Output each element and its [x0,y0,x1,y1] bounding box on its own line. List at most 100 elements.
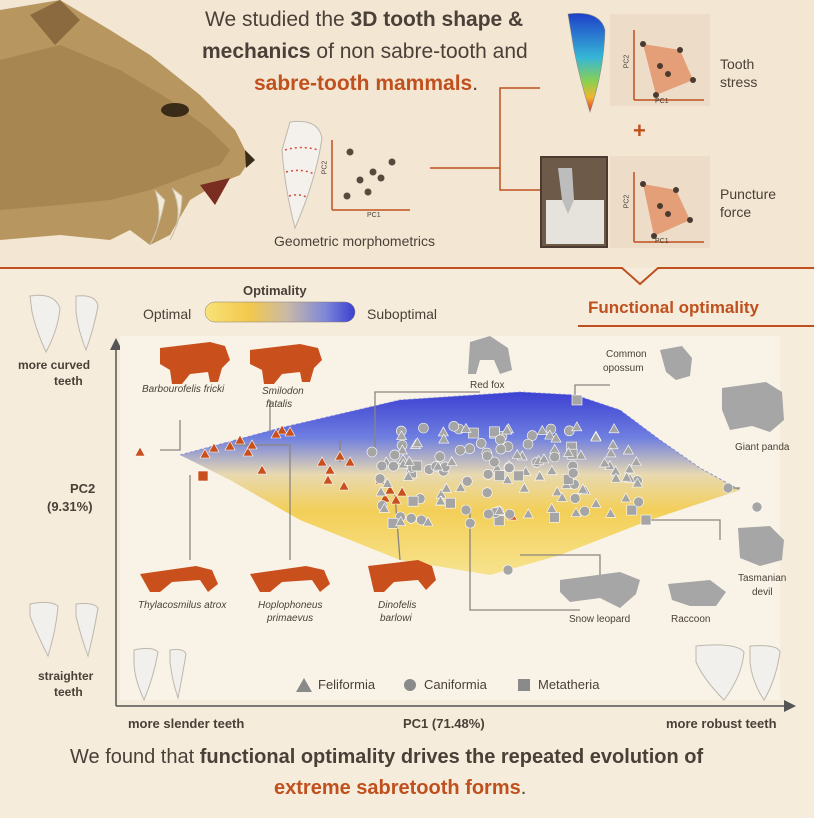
living-point [407,495,419,507]
morphometrics-label: Geometric morphometrics [274,233,436,249]
sabre-point [384,484,396,495]
living-point [599,457,611,468]
plus-sign: + [633,118,646,143]
x-left-label: more slender teeth [128,716,245,731]
living-point [640,514,652,526]
scatter-points [134,394,763,576]
sabre-point [338,480,350,491]
living-point [382,477,394,488]
living-point [633,496,644,508]
optimality-left-label: Optimal [143,306,192,322]
connector-stress [430,87,540,169]
living-point [438,433,450,444]
living-point [605,447,617,458]
morpho-pc1-label: PC1 [367,212,381,219]
living-point [590,431,602,442]
living-point [501,474,514,485]
label-hoplophoneus-2: primaevus [267,613,314,624]
label-snow-leopard: Snow leopard [569,614,631,625]
sabre-point [208,442,220,453]
label-tasmanian-1: Tasmanian [738,573,787,584]
y-axis-percent: (9.31%) [47,499,93,514]
connector-puncture [499,168,540,191]
living-point [464,443,476,454]
label-barbourofelis: Barbourofelis fricki [142,384,225,395]
living-point [620,492,632,503]
optimality-right-label: Suboptimal [367,306,438,322]
x-right-label: more robust teeth [666,716,777,731]
living-point [550,432,562,443]
living-point [511,449,523,459]
living-point [482,469,494,480]
section-title: Functional optimality [588,298,759,317]
sabretooth-silhouettes [140,342,436,592]
living-point [513,470,524,482]
living-point [389,449,401,461]
living-point [366,446,378,458]
living-point [376,460,388,472]
sabretooth-cat-illustration [0,0,255,246]
living-point [751,501,763,513]
living-point [455,481,467,492]
living-point [607,439,619,450]
living-point [448,421,460,432]
living-point [534,470,546,481]
sabre-point [334,450,346,461]
sabre-point [344,456,356,467]
label-dinofelis-1: Dinofelis [378,600,417,611]
label-dinofelis-2: barlowi [380,613,412,624]
living-point [577,483,589,494]
living-point [494,470,505,481]
tooth-stress-label-2: stress [720,74,758,90]
label-smilodon-1: Smilodon [262,386,304,397]
label-smilodon-2: fatalis [266,399,293,410]
stress-pc1-label: PC1 [655,98,669,105]
sabre-point [197,470,209,482]
living-point [571,421,583,432]
living-point [575,449,587,460]
living-point [504,508,515,520]
y-axis-arrow [110,338,122,350]
living-point [434,451,446,462]
sabre-point [224,440,236,451]
sabre-point [242,446,254,457]
living-point [590,497,602,508]
living-point [388,460,399,472]
morphometrics-mini-plot [331,140,410,211]
living-point [402,470,414,481]
living-point [551,486,563,497]
y-bottom-label-2: teeth [54,685,83,699]
label-red-fox: Red fox [470,380,505,391]
tooth-stress-model [567,13,710,113]
living-species-silhouettes [468,336,784,608]
living-point [489,426,500,438]
living-point [556,491,568,502]
living-point [579,505,590,517]
living-point [422,516,434,527]
puncture-pc2-label: PC2 [623,194,631,209]
sabre-point [134,446,146,457]
optimality-title: Optimality [243,283,307,298]
living-point [464,517,476,529]
living-point [562,446,574,457]
label-giant-panda: Giant panda [735,442,790,453]
x-axis-title: PC1 (71.48%) [403,716,485,731]
living-point [623,463,635,474]
label-opossum-1: Common [606,349,647,360]
living-point [444,497,456,509]
living-point [461,475,473,487]
living-point [475,438,487,449]
living-point [503,462,515,474]
header-line-2: mechanics of non sabre-tooth and [202,40,528,63]
legend-caniformia: Caniformia [424,677,487,692]
sabre-point [284,426,296,437]
living-point [446,456,458,466]
living-point [374,473,386,485]
living-point [460,504,472,516]
living-point [481,487,493,499]
y-top-label-2: teeth [54,374,83,388]
living-point [455,444,466,456]
morpho-pc2-label: PC2 [321,160,329,175]
living-point [605,507,617,518]
